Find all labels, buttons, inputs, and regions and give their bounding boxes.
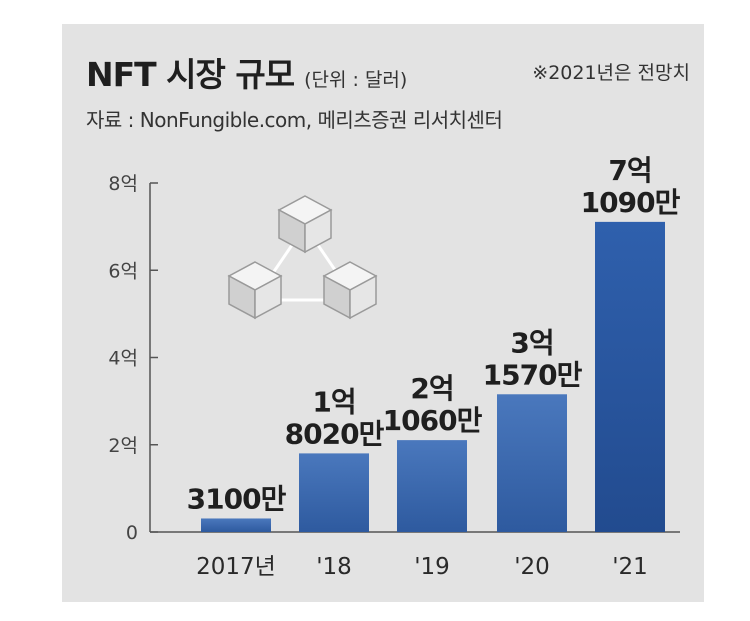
data-label: 1570만 bbox=[483, 358, 583, 391]
bar bbox=[201, 518, 271, 532]
unit-label: (단위 : 달러) bbox=[304, 69, 408, 91]
data-label: 8020만 bbox=[285, 417, 385, 450]
bar bbox=[397, 440, 467, 532]
y-tick-label: 0 bbox=[126, 522, 138, 544]
source-label: 자료 : NonFungible.com, 메리츠증권 리서치센터 bbox=[86, 108, 503, 132]
data-label: 3100만 bbox=[187, 482, 287, 515]
x-tick-label: '19 bbox=[414, 554, 450, 580]
title-row: NFT 시장 규모 (단위 : 달러) bbox=[86, 48, 407, 96]
data-label: 2억 bbox=[410, 372, 453, 405]
bar bbox=[299, 453, 369, 532]
forecast-note: ※2021년은 전망치 bbox=[532, 62, 690, 84]
y-tick-label: 6억 bbox=[108, 260, 138, 282]
y-tick-label: 4억 bbox=[108, 348, 138, 370]
bars-group bbox=[201, 221, 665, 532]
x-tick-label: '21 bbox=[612, 554, 648, 580]
data-label: 3억 bbox=[510, 326, 553, 359]
chart-title: NFT 시장 규모 bbox=[86, 55, 295, 94]
data-label: 1억 bbox=[312, 385, 355, 418]
x-tick-label: '20 bbox=[514, 554, 550, 580]
x-tick-label: 2017년 bbox=[196, 554, 276, 580]
bar bbox=[595, 221, 665, 532]
x-tick-label: '18 bbox=[316, 554, 352, 580]
blockchain-cubes-icon bbox=[227, 195, 378, 320]
data-label: 7억 bbox=[608, 154, 651, 187]
y-tick-label: 8억 bbox=[108, 173, 138, 195]
y-tick-label: 2억 bbox=[108, 435, 138, 457]
data-label: 1090만 bbox=[581, 186, 681, 219]
data-label: 1060만 bbox=[383, 404, 483, 437]
bar bbox=[497, 394, 567, 532]
